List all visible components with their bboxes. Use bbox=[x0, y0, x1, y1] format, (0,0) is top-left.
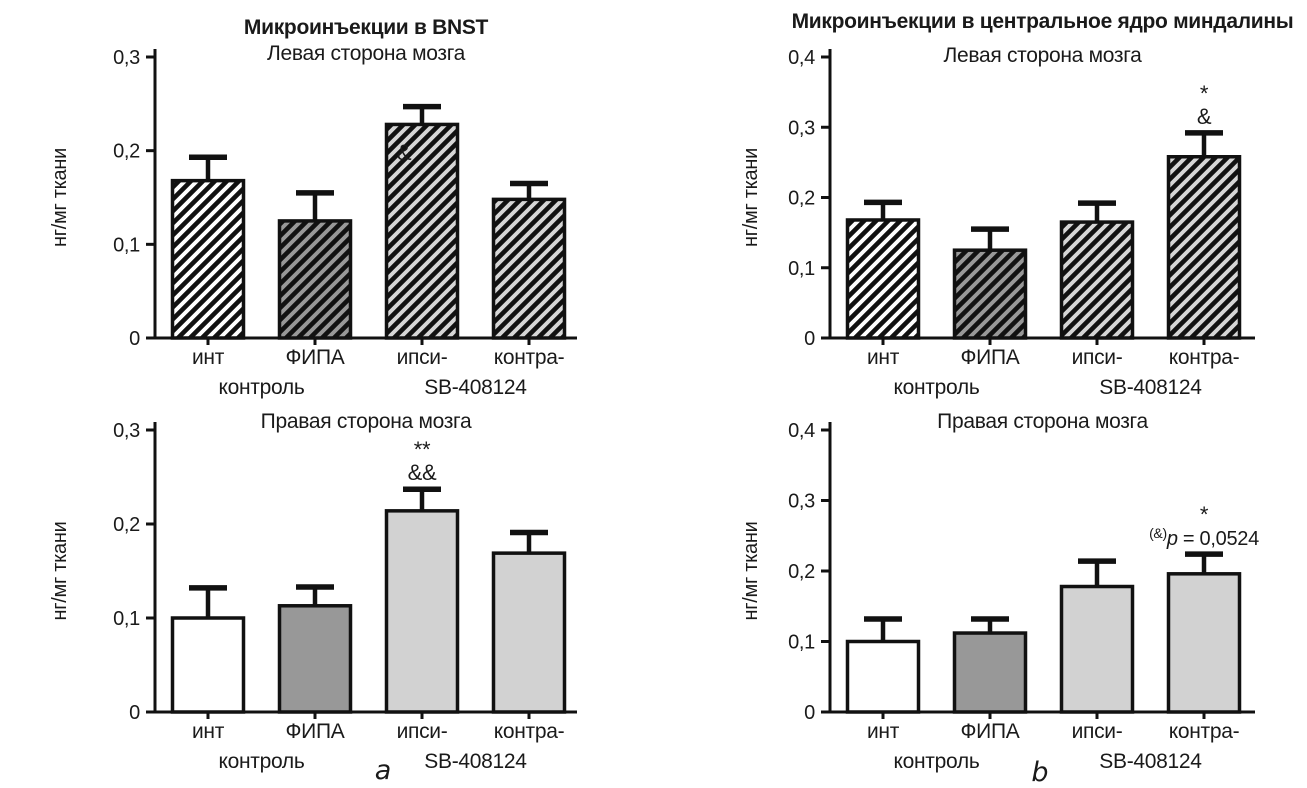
error-bar-ипси- bbox=[1078, 200, 1116, 223]
chart-amygdala-left-hemisphere: 0 0,1 0,2 0,3 0,4 инт ФИПА ипси-контра-контроль… bbox=[740, 10, 1294, 399]
y-tick-label: 0,4 bbox=[788, 420, 815, 442]
x-category-label: ипси- bbox=[397, 346, 448, 369]
error-bar-ипси- bbox=[403, 486, 441, 511]
bar-ФИПА bbox=[277, 219, 353, 340]
x-category-label: инт bbox=[867, 346, 900, 369]
bar-контра- bbox=[491, 551, 567, 714]
chart-subtitle: Правая сторона мозга bbox=[261, 410, 472, 433]
error-bar-ФИПА bbox=[971, 226, 1009, 251]
bar-инт bbox=[845, 639, 921, 714]
y-tick-label: 0,2 bbox=[788, 188, 815, 210]
x-category-label: инт bbox=[192, 346, 225, 369]
x-category-label: ипси- bbox=[1072, 720, 1123, 743]
panel-label-a: a bbox=[374, 755, 392, 786]
x-category-label: ФИПА bbox=[286, 346, 345, 369]
y-tick-label: 0,3 bbox=[788, 117, 815, 139]
y-axis-label: нг/мг ткани bbox=[49, 522, 71, 621]
bar-ипси- bbox=[1059, 220, 1135, 340]
error-bar-инт bbox=[189, 585, 227, 618]
y-tick-label: 0,1 bbox=[113, 234, 140, 256]
y-tick-label: 0,2 bbox=[113, 514, 140, 536]
chart-amygdala-right-hemisphere: 0 0,1 0,2 0,3 0,4 инт ФИПА ипси-контра-контроль… bbox=[740, 410, 1259, 773]
error-bar-инт bbox=[189, 154, 227, 181]
bar-инт bbox=[845, 218, 921, 340]
group-label: контроль bbox=[893, 376, 979, 399]
error-bar-инт bbox=[864, 616, 902, 642]
panel-label-b: b bbox=[1031, 757, 1049, 788]
bar-инт bbox=[170, 178, 246, 340]
y-tick-label: 0 bbox=[804, 328, 815, 350]
y-tick-label: 0,3 bbox=[113, 420, 140, 442]
chart-bnst-right-hemisphere: 0 0,1 0,2 0,3 инт ФИПА ипси-контра-контроль SB-… bbox=[49, 410, 577, 773]
x-category-label: контра- bbox=[1169, 346, 1240, 369]
annotation: * bbox=[1200, 502, 1209, 527]
x-category-label: ипси- bbox=[397, 720, 448, 743]
bar-ипси- bbox=[384, 509, 460, 714]
annotation-p-value: (&)p = 0,0524 bbox=[1149, 525, 1259, 550]
y-tick-label: 0,1 bbox=[788, 632, 815, 654]
bar-ФИПА bbox=[277, 604, 353, 714]
x-category-label: контра- bbox=[494, 346, 565, 369]
x-category-label: инт bbox=[192, 720, 225, 743]
group-label: SB-408124 bbox=[1099, 750, 1202, 773]
bar-ипси- bbox=[1059, 584, 1135, 714]
y-tick-label: 0,1 bbox=[788, 258, 815, 280]
bar-ФИПА bbox=[952, 248, 1028, 340]
chart-subtitle: Правая сторона мозга bbox=[937, 410, 1148, 433]
chart-subtitle: Левая сторона мозга bbox=[944, 44, 1143, 67]
y-axis-label: нг/мг ткани bbox=[49, 148, 71, 247]
y-tick-label: 0,3 bbox=[113, 47, 140, 69]
error-bar-ФИПА bbox=[296, 190, 334, 221]
error-bar-контра- bbox=[510, 529, 548, 554]
y-axis-label: нг/мг ткани bbox=[740, 522, 762, 621]
error-bar-ФИПА bbox=[971, 616, 1009, 634]
x-category-label: контра- bbox=[1169, 720, 1240, 743]
chart-bnst-left-hemisphere: 0 0,1 0,2 0,3 инт ФИПА ипси-контра-контроль SB-… bbox=[49, 16, 577, 399]
y-tick-label: 0,2 bbox=[788, 561, 815, 583]
x-category-label: ФИПА bbox=[961, 346, 1020, 369]
y-tick-label: 0,2 bbox=[113, 141, 140, 163]
annotation: ** bbox=[414, 437, 431, 462]
x-category-label: ФИПА bbox=[961, 720, 1020, 743]
error-bar-контра- bbox=[1185, 551, 1223, 574]
y-axis-label: нг/мг ткани bbox=[740, 148, 762, 247]
annotation: & bbox=[1197, 104, 1212, 129]
y-tick-label: 0 bbox=[804, 702, 815, 724]
bar-контра- bbox=[1166, 155, 1242, 340]
bar-инт bbox=[170, 616, 246, 714]
error-bar-ипси- bbox=[403, 103, 441, 125]
y-tick-label: 0 bbox=[129, 328, 140, 350]
chart-subtitle: Левая сторона мозга bbox=[267, 42, 466, 65]
annotation: && bbox=[408, 460, 437, 485]
x-category-label: ФИПА bbox=[286, 720, 345, 743]
chart-title: Микроинъекции в центральное ядро миндали… bbox=[792, 10, 1294, 33]
group-label: SB-408124 bbox=[424, 750, 527, 773]
error-bar-контра- bbox=[510, 180, 548, 200]
x-category-label: контра- bbox=[494, 720, 565, 743]
error-bar-ФИПА bbox=[296, 584, 334, 606]
bar-контра- bbox=[491, 197, 567, 340]
error-bar-контра- bbox=[1185, 130, 1223, 157]
group-label: контроль bbox=[218, 376, 304, 399]
x-category-label: ипси- bbox=[1072, 346, 1123, 369]
annotation: * bbox=[1200, 81, 1209, 106]
x-category-label: инт bbox=[867, 720, 900, 743]
error-bar-инт bbox=[864, 199, 902, 220]
error-bar-ипси- bbox=[1078, 558, 1116, 587]
group-label: SB-408124 bbox=[424, 376, 527, 399]
y-tick-label: 0,4 bbox=[788, 47, 815, 69]
bar-контра- bbox=[1166, 572, 1242, 714]
y-tick-label: 0,1 bbox=[113, 608, 140, 630]
group-label: SB-408124 bbox=[1099, 376, 1202, 399]
chart-title: Микроинъекции в BNST bbox=[244, 16, 489, 39]
y-tick-label: 0,3 bbox=[788, 491, 815, 513]
annotation: & bbox=[397, 140, 412, 165]
bar-ФИПА bbox=[952, 631, 1028, 714]
group-label: контроль bbox=[218, 750, 304, 773]
group-label: контроль bbox=[893, 750, 979, 773]
y-tick-label: 0 bbox=[129, 702, 140, 724]
